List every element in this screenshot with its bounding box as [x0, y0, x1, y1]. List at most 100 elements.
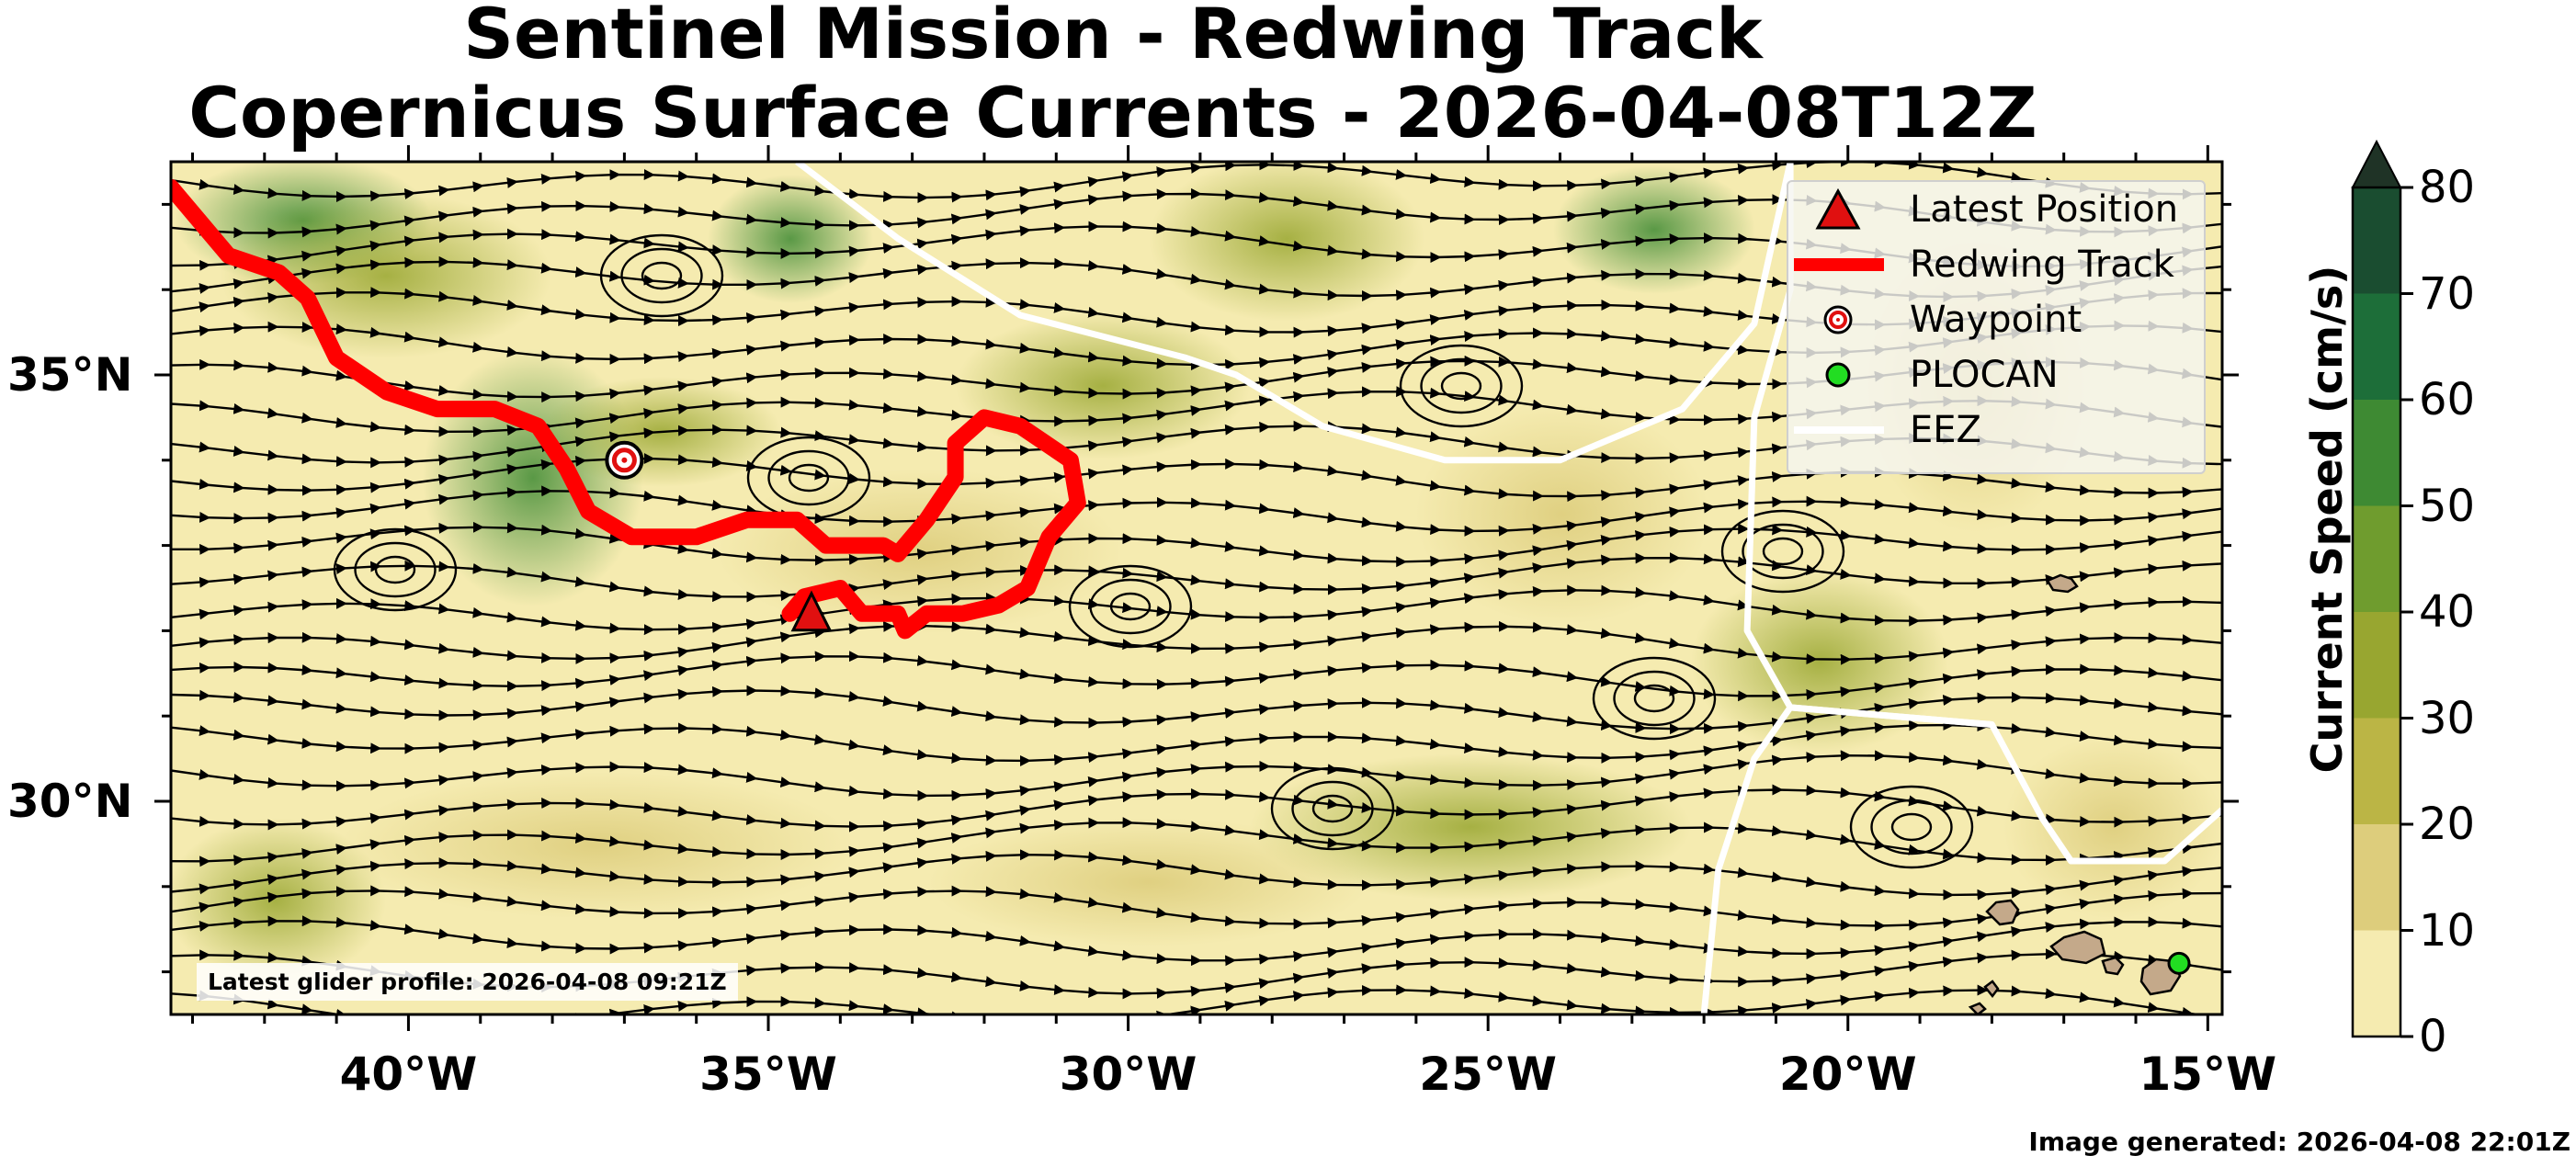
colorbar-band [2353, 824, 2400, 931]
streamline [171, 552, 2222, 603]
colorbar-band [2353, 505, 2400, 612]
eddy-contour [1720, 509, 1845, 594]
colorbar-tick-label: 30 [2419, 693, 2476, 744]
colorbar-tick-label: 40 [2419, 586, 2476, 638]
colorbar-band [2353, 400, 2400, 506]
eddy-contour [1870, 799, 1953, 855]
streamline [171, 521, 2222, 568]
lon-tick-label: 15°W [2139, 1048, 2277, 1101]
lon-tick-label: 35°W [699, 1048, 837, 1101]
colorbar-band [2353, 930, 2400, 1037]
eddy-contour [1440, 371, 1482, 401]
map-title-line-2: Copernicus Surface Currents - 2026-04-08… [188, 72, 2037, 153]
colorbar-tick-label: 20 [2419, 799, 2476, 850]
waypoint-marker[interactable] [605, 440, 644, 480]
lat-tick-label: 35°N [7, 348, 133, 402]
eddy-contour [333, 527, 458, 612]
colorbar-tick-label: 70 [2419, 268, 2476, 320]
map-legend: Latest Position Redwing Track Waypoint P… [1787, 180, 2206, 474]
eddy-contour [1109, 592, 1152, 621]
legend-item-plocan: PLOCAN [1788, 347, 2204, 402]
eez-boundary-line [1789, 704, 1992, 728]
eddy-contour [374, 555, 416, 584]
eez-boundaries [795, 162, 2222, 1014]
legend-item-latest-position: Latest Position [1788, 182, 2204, 237]
eddy-contour [641, 261, 683, 290]
streamline [171, 817, 2222, 867]
latest-profile-note: Latest glider profile: 2026-04-08 09:21Z [197, 963, 738, 1001]
lon-tick-label: 25°W [1419, 1048, 1558, 1101]
colorbar [2351, 139, 2413, 1038]
legend-label: Redwing Track [1910, 244, 2174, 286]
lon-tick-label: 30°W [1059, 1048, 1197, 1101]
colorbar-tick-label: 80 [2419, 162, 2476, 213]
eddy-contour [1849, 785, 1974, 869]
streamline [171, 784, 2222, 833]
white-line-icon [1794, 426, 1884, 434]
redwing-track-line [171, 178, 1086, 640]
eddy-contour [767, 449, 850, 506]
colorbar-band [2353, 187, 2400, 294]
colorbar-band [2353, 293, 2400, 400]
land-island [1985, 899, 2020, 926]
colorbar-band [2353, 718, 2400, 824]
eddy-contour [1890, 812, 1933, 842]
streamline [171, 719, 2222, 766]
current-streamlines [171, 162, 2222, 1014]
red-line-icon [1794, 258, 1884, 271]
lat-tick-label: 30°N [7, 775, 133, 828]
lon-tick-label: 40°W [339, 1048, 478, 1101]
axis-ticks [154, 145, 2239, 1031]
eddy-contour [620, 247, 703, 304]
eddy-contour [788, 463, 830, 493]
eddy-contour [1311, 794, 1354, 823]
green-circle-icon [1825, 362, 1851, 388]
lon-tick-label: 20°W [1778, 1048, 1917, 1101]
eddy-contour [1613, 670, 1696, 727]
eddy-contour [1291, 780, 1374, 837]
colorbar-band [2353, 612, 2400, 719]
legend-label: Latest Position [1910, 188, 2179, 231]
latest-position-marker[interactable] [790, 590, 833, 632]
colorbar-extend-arrow [2351, 139, 2402, 188]
map-plot-area [171, 162, 2222, 1014]
eddy-contour [1420, 357, 1503, 414]
eddy-contour [1089, 578, 1172, 635]
eddy-contour [599, 233, 724, 318]
streamline [171, 984, 2207, 1014]
legend-item-redwing-track: Redwing Track [1788, 237, 2204, 292]
colorbar-label: Current Speed (cm/s) [2302, 265, 2352, 774]
red-triangle-icon [1815, 187, 1861, 230]
eddy-contour [1592, 656, 1717, 741]
eddy-contour [1633, 684, 1675, 713]
image-generated-note: Image generated: 2026-04-08 22:01Z [2028, 1127, 2570, 1157]
eddy-contour [1762, 537, 1804, 566]
legend-label: Waypoint [1910, 299, 2082, 341]
colorbar-tick-label: 50 [2419, 481, 2476, 532]
colorbar-tick-label: 0 [2419, 1011, 2447, 1062]
eddy-contour [746, 436, 871, 520]
legend-label: PLOCAN [1910, 354, 2059, 396]
eddy-contour [1399, 344, 1524, 428]
colorbar-tick-label: 10 [2419, 905, 2476, 957]
map-frame [169, 160, 2224, 1016]
streamline [171, 750, 2222, 801]
land-island [2101, 956, 2125, 976]
legend-label: EEZ [1910, 409, 1981, 451]
land-island [1983, 980, 2000, 999]
streamline [171, 485, 2222, 537]
legend-item-waypoint: Waypoint [1788, 292, 2204, 347]
eddy-contour [354, 541, 437, 598]
land-island [2049, 930, 2106, 965]
plocan-marker[interactable] [2167, 951, 2191, 975]
streamline [171, 685, 2222, 735]
eddy-contour [1270, 766, 1395, 851]
target-circle-icon [1823, 305, 1853, 334]
land-island [1968, 1002, 1987, 1014]
legend-item-eez: EEZ [1788, 402, 2204, 458]
eddy-contour [1068, 564, 1193, 649]
eddy-contour [1742, 523, 1824, 580]
map-title-line-1: Sentinel Mission - Redwing Track [463, 0, 1763, 74]
land-island [2046, 573, 2079, 594]
